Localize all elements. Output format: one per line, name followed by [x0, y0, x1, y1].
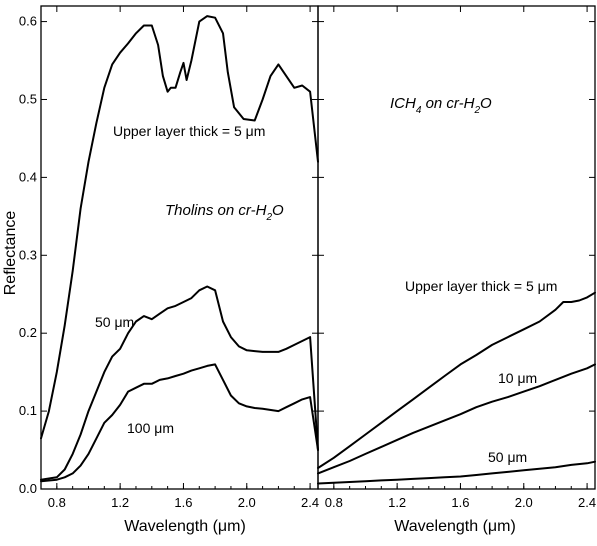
- y-tick-label: 0.2: [19, 325, 37, 340]
- annotation-left-50um: 50 μm: [95, 314, 134, 330]
- y-tick-label: 0.6: [19, 14, 37, 29]
- right-x-tick-label: 2.0: [515, 495, 533, 510]
- right-panel-series: [317, 291, 596, 485]
- annotation-right-50um: 50 μm: [488, 449, 527, 465]
- right-x-tick-label: 1.2: [388, 495, 406, 510]
- left-title-main: Tholins on cr-H: [165, 202, 267, 219]
- y-axis-label: Reflectance: [2, 211, 19, 296]
- right-title-mid: on cr-H: [421, 95, 474, 112]
- left-x-tick-label: 1.6: [174, 495, 192, 510]
- right-panel-frame: [317, 5, 596, 490]
- annotation-left-5um: Upper layer thick = 5 μm: [113, 123, 265, 139]
- right-panel-title: ICH4 on cr-H2O: [390, 95, 492, 116]
- right-series-line-2: [317, 460, 596, 485]
- right-x-tick-label: 1.6: [451, 495, 469, 510]
- right-series-line-0: [317, 291, 596, 469]
- right-x-axis-label: Wavelength (μm): [394, 518, 516, 535]
- y-tick-label: 0.3: [19, 247, 37, 262]
- left-x-tick-label: 1.2: [111, 495, 129, 510]
- left-series-line-2: [40, 363, 319, 483]
- left-x-tick-label: 0.8: [48, 495, 66, 510]
- left-panel-title: Tholins on cr-H2O: [165, 202, 284, 223]
- annotation-right-5um: Upper layer thick = 5 μm: [405, 278, 557, 294]
- right-series-line-1: [317, 363, 596, 475]
- right-panel-ich4: 0.8 1.2 1.6 2.0 2.4 Wavelength (μm) Upper la…: [317, 5, 596, 535]
- y-tick-label: 0.4: [19, 169, 37, 184]
- left-panel-ticks: 0.8 1.2 1.6 2.0 2.4 0.0 0.1 0.2 0.3 0.4 0.5 0.6: [19, 6, 319, 510]
- y-tick-label: 0.0: [19, 481, 37, 496]
- left-panel-tholins: 0.8 1.2 1.6 2.0 2.4 0.0 0.1 0.2 0.3 0.4 0.5 0.6 Wav…: [19, 5, 319, 535]
- annotation-left-100um: 100 μm: [127, 420, 174, 436]
- left-panel-frame: [40, 5, 319, 490]
- right-title-pre: ICH: [390, 95, 416, 112]
- right-x-tick-label: 2.4: [578, 495, 596, 510]
- left-series-line-0: [40, 15, 319, 440]
- left-title-sub: 2: [265, 212, 272, 223]
- left-panel-series: [40, 15, 319, 483]
- y-tick-label: 0.1: [19, 403, 37, 418]
- y-tick-label: 0.5: [19, 91, 37, 106]
- annotation-right-10um: 10 μm: [498, 370, 537, 386]
- right-x-tick-label: 0.8: [325, 495, 343, 510]
- left-x-tick-label: 2.0: [238, 495, 256, 510]
- right-title-sub2: 2: [473, 105, 480, 116]
- right-panel-ticks: 0.8 1.2 1.6 2.0 2.4: [317, 6, 596, 510]
- left-title-tail: O: [272, 202, 284, 219]
- left-x-axis-label: Wavelength (μm): [124, 518, 246, 535]
- left-series-line-1: [40, 285, 319, 481]
- left-x-tick-label: 2.4: [301, 495, 319, 510]
- right-title-tail: O: [480, 95, 492, 112]
- right-title-sub1: 4: [416, 105, 422, 116]
